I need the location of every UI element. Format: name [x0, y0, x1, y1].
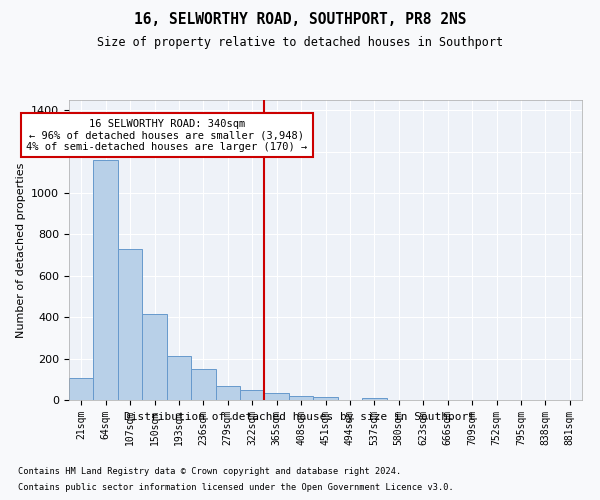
Bar	[142, 314, 167, 400]
Bar	[215, 386, 240, 400]
Text: Contains HM Land Registry data © Crown copyright and database right 2024.: Contains HM Land Registry data © Crown c…	[18, 468, 401, 476]
Bar	[313, 397, 338, 400]
Text: 16 SELWORTHY ROAD: 340sqm
← 96% of detached houses are smaller (3,948)
4% of sem: 16 SELWORTHY ROAD: 340sqm ← 96% of detac…	[26, 118, 307, 152]
Text: Contains public sector information licensed under the Open Government Licence v3: Contains public sector information licen…	[18, 484, 454, 492]
Bar	[69, 378, 94, 400]
Bar	[362, 398, 386, 400]
Y-axis label: Number of detached properties: Number of detached properties	[16, 162, 26, 338]
Bar	[94, 160, 118, 400]
Bar	[265, 393, 289, 400]
Bar	[289, 396, 313, 400]
Bar	[167, 356, 191, 400]
Text: Distribution of detached houses by size in Southport: Distribution of detached houses by size …	[125, 412, 476, 422]
Bar	[118, 249, 142, 400]
Bar	[191, 369, 215, 400]
Text: 16, SELWORTHY ROAD, SOUTHPORT, PR8 2NS: 16, SELWORTHY ROAD, SOUTHPORT, PR8 2NS	[134, 12, 466, 28]
Text: Size of property relative to detached houses in Southport: Size of property relative to detached ho…	[97, 36, 503, 49]
Bar	[240, 390, 265, 400]
